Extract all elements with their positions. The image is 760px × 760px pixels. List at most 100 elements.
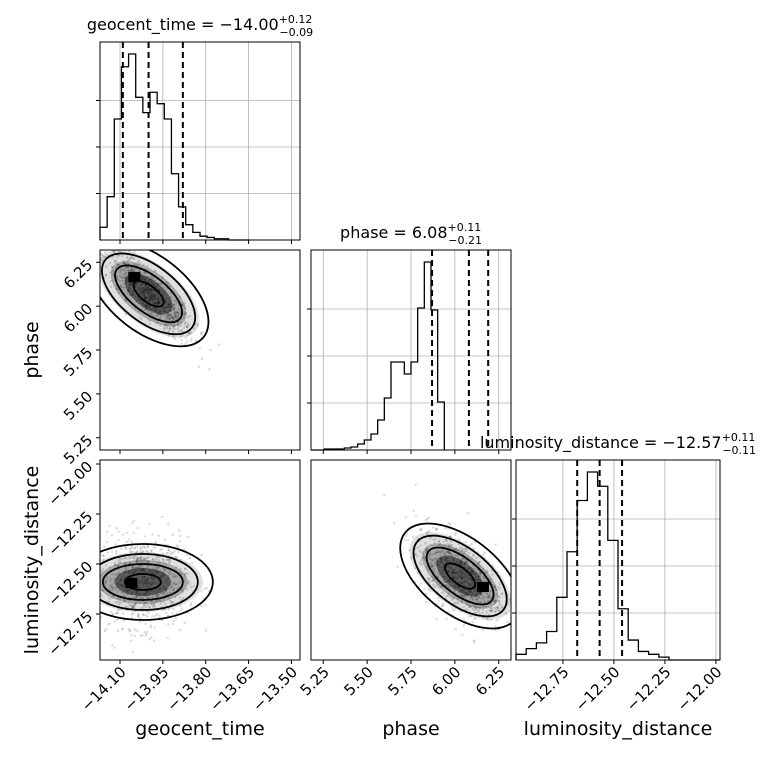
- scatter-point: [162, 558, 165, 562]
- scatter-point: [118, 254, 121, 257]
- scatter-point: [179, 598, 183, 602]
- scatter-point: [156, 561, 159, 564]
- scatter-point: [472, 554, 475, 558]
- scatter-point: [124, 605, 128, 609]
- scatter-point: [138, 291, 142, 294]
- panel-title: phase = 6.08+0.11 −0.21: [340, 221, 482, 247]
- scatter-point: [487, 595, 491, 598]
- scatter-point: [140, 579, 143, 583]
- scatter-point: [451, 598, 454, 601]
- scatter-point: [121, 268, 125, 272]
- scatter-point: [478, 607, 482, 610]
- scatter-point: [168, 327, 171, 331]
- scatter-point: [115, 573, 119, 577]
- scatter-point: [129, 256, 133, 260]
- scatter-point: [144, 307, 147, 311]
- scatter-point: [489, 609, 493, 612]
- scatter-point: [186, 325, 189, 328]
- scatter-point: [473, 540, 477, 544]
- scatter-point: [142, 567, 145, 570]
- scatter-point: [170, 600, 173, 604]
- scatter-point: [152, 288, 155, 292]
- scatter-point: [167, 596, 170, 600]
- scatter-point: [121, 612, 125, 615]
- scatter-point: [158, 310, 161, 313]
- scatter-point: [496, 608, 499, 612]
- scatter-point: [131, 291, 135, 295]
- scatter-point: [174, 311, 178, 314]
- scatter-point: [117, 608, 120, 611]
- scatter-point: [101, 554, 105, 557]
- scatter-point: [445, 559, 448, 562]
- scatter-point: [456, 601, 459, 604]
- scatter-point: [437, 599, 441, 603]
- scatter-point: [119, 558, 122, 561]
- scatter-point: [124, 280, 127, 283]
- scatter-point: [102, 255, 106, 259]
- scatter-point: [200, 604, 203, 608]
- scatter-point: [471, 570, 474, 574]
- scatter-point: [485, 617, 489, 621]
- scatter-point: [119, 578, 122, 582]
- scatter-point: [126, 590, 129, 594]
- scatter-point: [99, 246, 101, 248]
- y-tick-label: 6.25: [60, 256, 96, 292]
- scatter-point: [476, 575, 480, 578]
- scatter-point: [199, 331, 203, 335]
- scatter-point: [146, 545, 150, 549]
- scatter-point: [109, 577, 112, 580]
- scatter-point: [171, 317, 175, 321]
- scatter-point: [155, 593, 158, 597]
- scatter-point: [164, 302, 167, 305]
- scatter-point: [449, 584, 452, 588]
- scatter-point: [132, 520, 135, 523]
- scatter-point: [135, 590, 138, 593]
- scatter-point: [135, 559, 138, 562]
- scatter-point: [127, 572, 131, 575]
- scatter-point: [497, 599, 501, 603]
- x-tick-label: −13.65: [206, 663, 258, 715]
- scatter-point: [164, 611, 168, 614]
- scatter-point: [477, 569, 481, 573]
- scatter-point: [166, 551, 170, 554]
- scatter-point: [442, 575, 445, 578]
- scatter-point: [493, 586, 497, 589]
- scatter-point: [150, 287, 154, 291]
- scatter-point: [84, 226, 86, 228]
- scatter-point: [174, 314, 177, 318]
- scatter-point: [473, 605, 477, 608]
- x-axis-label-geocent_time: geocent_time: [135, 718, 264, 740]
- scatter-point: [476, 562, 480, 566]
- scatter-point: [154, 568, 157, 571]
- scatter-point: [161, 558, 165, 561]
- scatter-point: [425, 592, 428, 596]
- scatter-point: [110, 534, 114, 537]
- scatter-point: [114, 573, 117, 576]
- scatter-point: [133, 557, 136, 560]
- scatter-point: [92, 592, 94, 594]
- scatter-point: [123, 286, 127, 289]
- scatter-point: [442, 563, 445, 567]
- scatter-point: [115, 612, 118, 616]
- scatter-point: [141, 549, 144, 553]
- scatter-point: [124, 278, 127, 281]
- scatter-point: [155, 591, 159, 594]
- scatter-point: [97, 248, 99, 250]
- scatter-point: [469, 590, 472, 594]
- scatter-point: [449, 535, 452, 539]
- scatter-point: [429, 552, 432, 556]
- scatter-point: [108, 261, 112, 265]
- scatter-point: [189, 339, 193, 342]
- contour-line: [132, 280, 165, 308]
- scatter-point: [121, 254, 124, 258]
- scatter-point: [154, 282, 158, 286]
- scatter-point: [154, 285, 158, 288]
- scatter-point: [458, 560, 462, 564]
- scatter-point: [104, 580, 107, 583]
- scatter-point: [136, 593, 139, 597]
- scatter-point: [133, 596, 136, 599]
- contour-line: [100, 250, 210, 348]
- scatter-point: [122, 599, 125, 603]
- scatter-point: [176, 311, 179, 315]
- scatter-point: [115, 526, 118, 530]
